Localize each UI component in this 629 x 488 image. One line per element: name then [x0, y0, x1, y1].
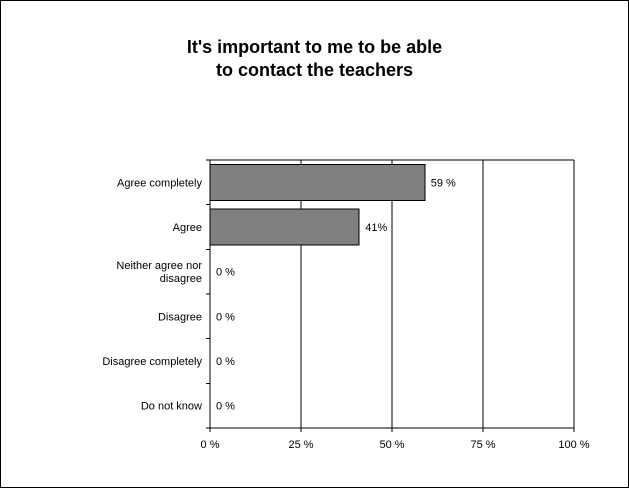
bar: [209, 208, 360, 246]
x-tick-label: 100 %: [558, 439, 589, 451]
category-label: Disagree: [158, 311, 202, 323]
data-label: 0 %: [216, 311, 235, 323]
data-label: 41%: [365, 222, 387, 234]
chart-title-line-2: to contact the teachers: [215, 60, 414, 80]
data-label: 0 %: [216, 267, 235, 279]
data-label: 59 %: [431, 177, 456, 189]
category-label: Agree: [173, 222, 202, 234]
x-tick-label: 0 %: [201, 439, 220, 451]
category-label: Disagree completely: [102, 356, 202, 368]
x-tick-label: 50 %: [379, 439, 404, 451]
category-label: Do not know: [141, 401, 202, 413]
category-label: Neither agree nor: [116, 260, 202, 272]
chart-title: It's important to me to be able to conta…: [0, 36, 629, 82]
category-label: Agree completely: [117, 177, 202, 189]
data-label: 0 %: [216, 401, 235, 413]
x-tick-label: 75 %: [470, 439, 495, 451]
category-label: disagree: [160, 273, 202, 285]
bar: [209, 163, 426, 201]
x-tick-label: 25 %: [288, 439, 313, 451]
data-label: 0 %: [216, 356, 235, 368]
chart-title-line-1: It's important to me to be able: [186, 37, 443, 57]
